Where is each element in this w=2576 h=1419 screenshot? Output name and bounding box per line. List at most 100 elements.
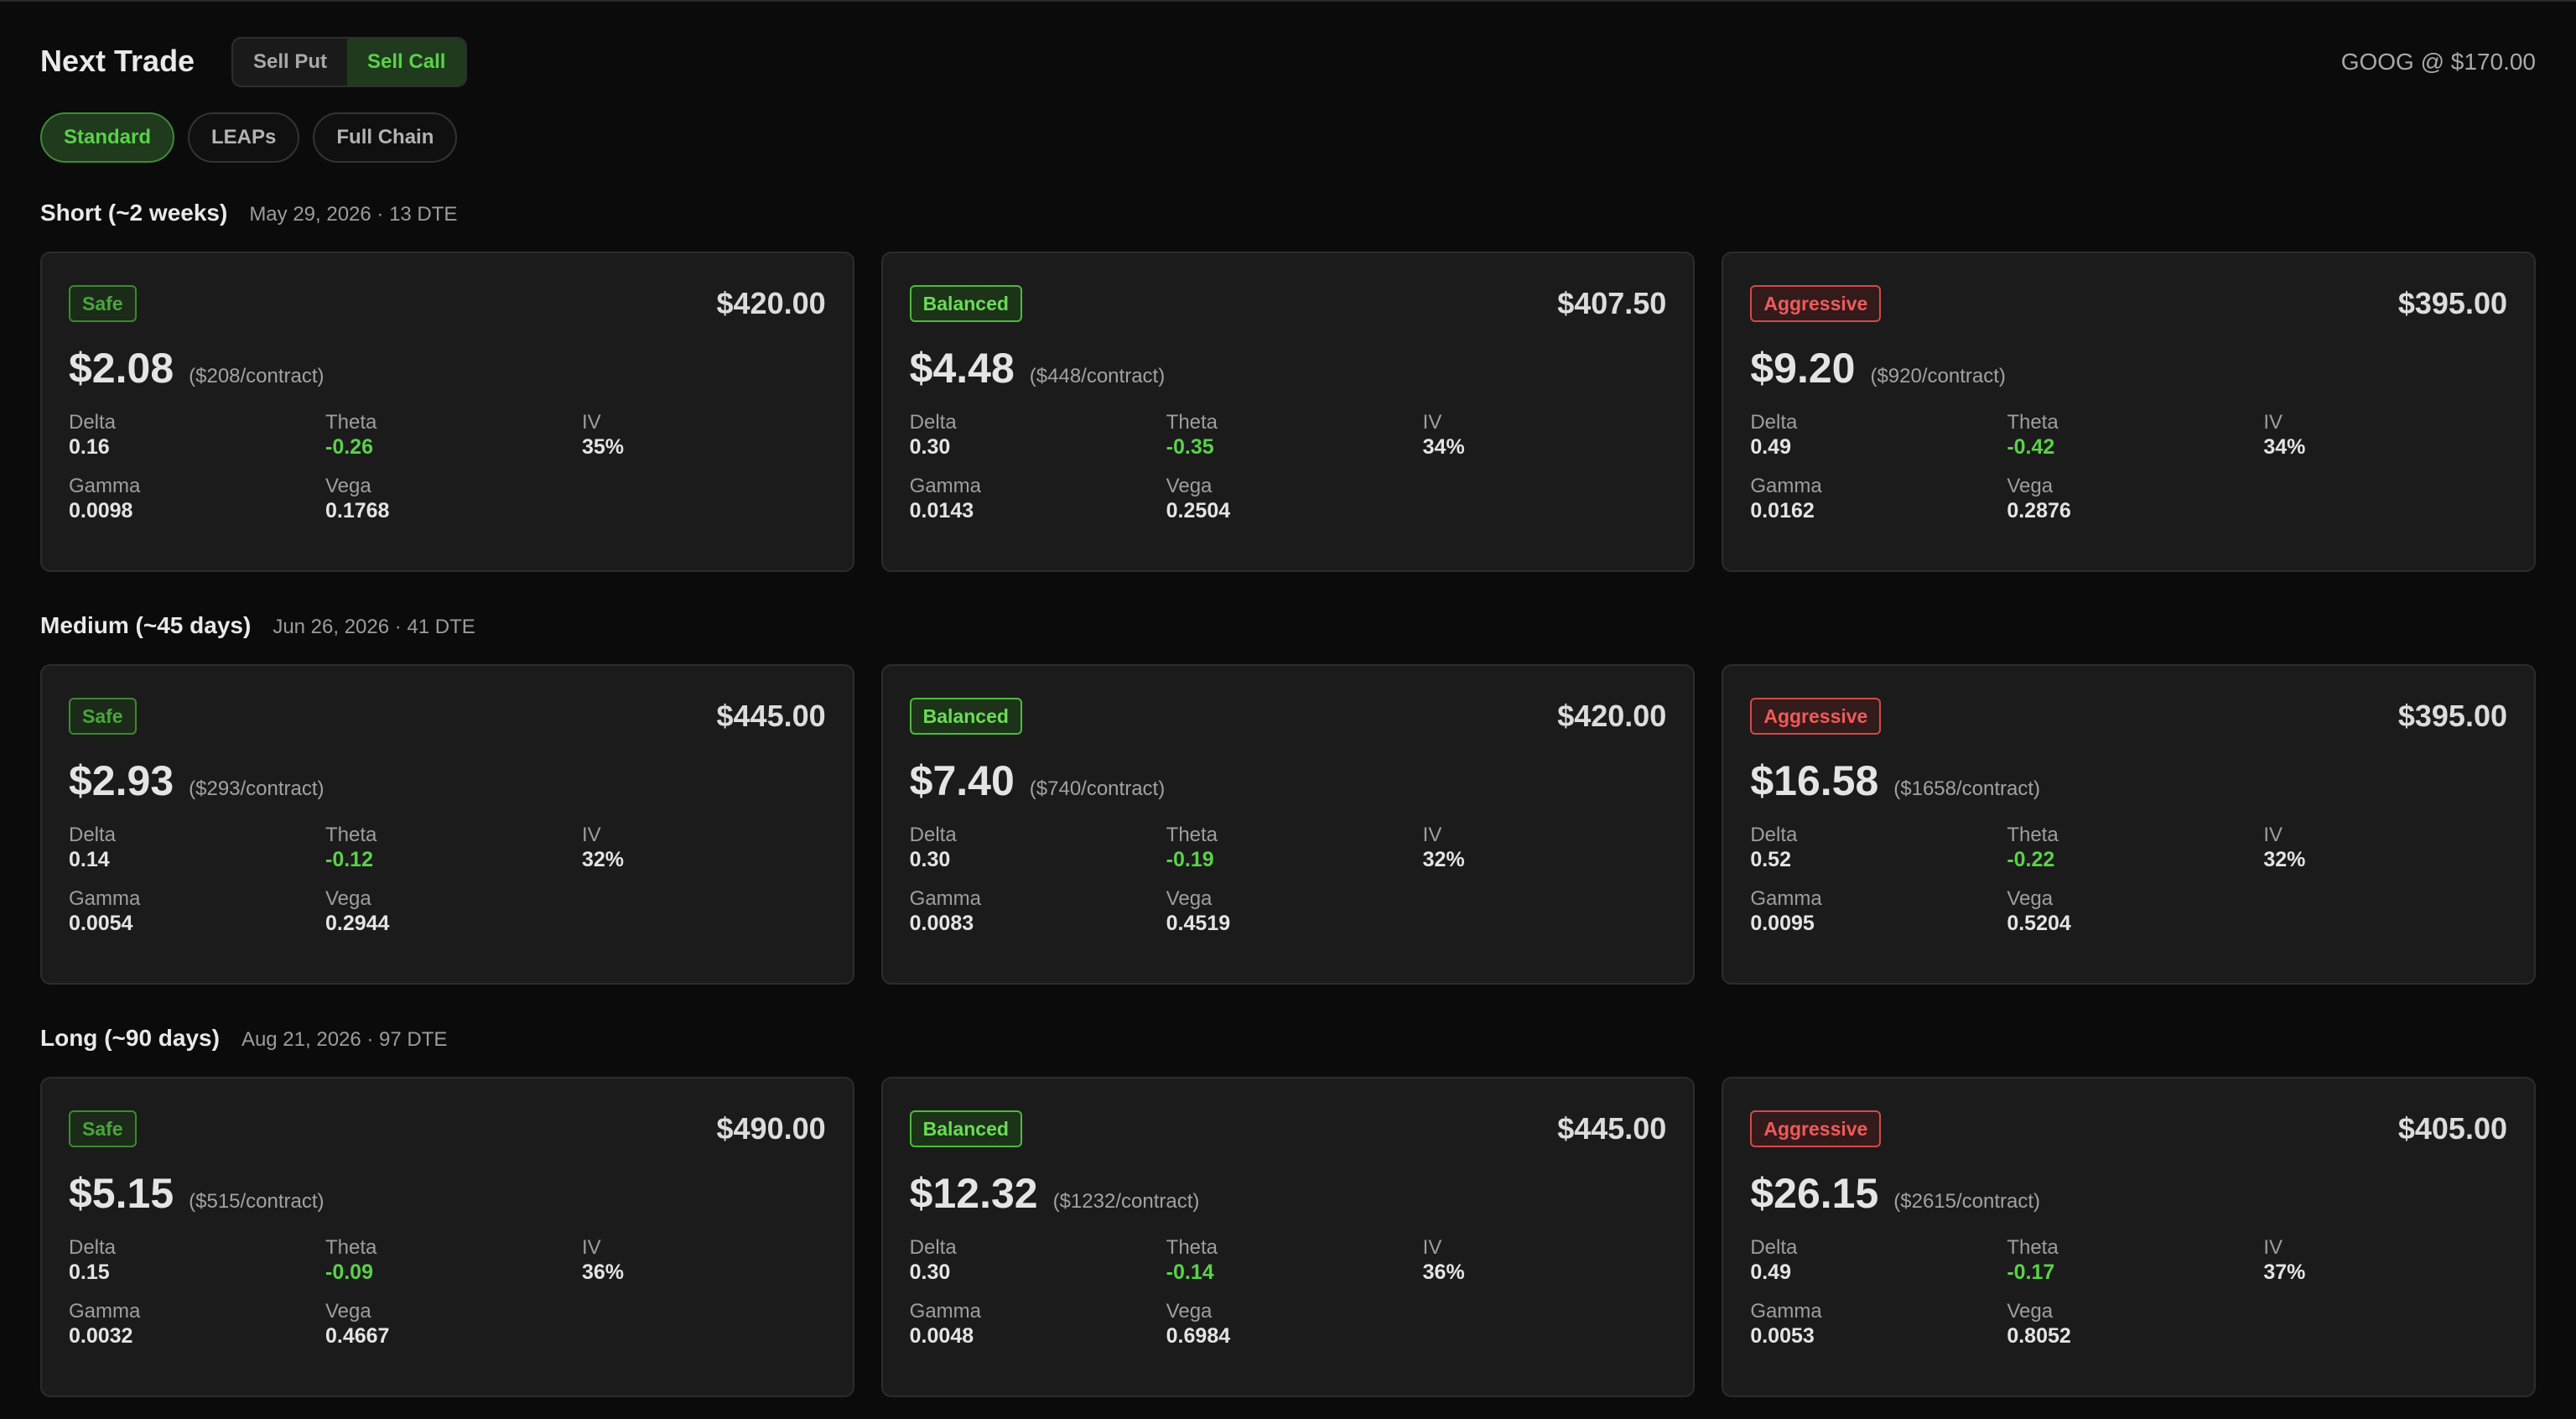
greek-value: 0.4667	[325, 1324, 390, 1348]
greek-label: IV	[1422, 411, 1442, 434]
option-card[interactable]: Balanced $420.00 $7.40 ($740/contract) D…	[880, 664, 1696, 985]
greek-label: Vega	[1166, 887, 1213, 910]
greek-vega: Vega 0.2876	[2007, 475, 2263, 523]
greek-value: 0.30	[909, 1260, 951, 1284]
strike-price: $407.50	[1557, 286, 1667, 320]
greek-label: IV	[582, 824, 601, 846]
greek-delta: Delta 0.49	[1750, 411, 2007, 460]
option-card[interactable]: Balanced $445.00 $12.32 ($1232/contract)…	[880, 1077, 1696, 1397]
greek-value: 0.2504	[1166, 499, 1231, 522]
greek-label: Theta	[325, 824, 377, 846]
section-expiry-date: May 29, 2026 · 13 DTE	[249, 203, 458, 226]
greek-delta: Delta 0.16	[69, 411, 325, 460]
sell-call-button[interactable]: Sell Call	[347, 39, 466, 86]
greek-value: -0.35	[1166, 435, 1214, 459]
section-title: Short (~2 weeks)	[40, 200, 228, 226]
greek-label: Vega	[2007, 1300, 2054, 1323]
expiry-section: Short (~2 weeks) May 29, 2026 · 13 DTE S…	[40, 200, 2536, 572]
greek-gamma: Gamma 0.0032	[69, 1300, 325, 1349]
greek-gamma: Gamma 0.0053	[1750, 1300, 2007, 1349]
greek-value: 0.8052	[2007, 1324, 2071, 1348]
greek-label: Theta	[2007, 1236, 2059, 1259]
greek-vega: Vega 0.5204	[2007, 887, 2263, 936]
greek-value: -0.17	[2007, 1260, 2055, 1284]
greek-gamma: Gamma 0.0162	[1750, 475, 2007, 523]
greek-label: Theta	[1166, 1236, 1218, 1259]
expiry-section: Medium (~45 days) Jun 26, 2026 · 41 DTE …	[40, 612, 2536, 985]
greeks-grid: Delta 0.52 Theta -0.22 IV 32% Gamma	[1750, 824, 2507, 936]
expiry-filter-group: Standard LEAPs Full Chain	[40, 112, 458, 163]
greeks-grid: Delta 0.49 Theta -0.42 IV 34% Gamma	[1750, 411, 2507, 523]
greek-label: IV	[582, 1236, 601, 1259]
greek-theta: Theta -0.19	[1166, 824, 1423, 872]
option-card[interactable]: Safe $420.00 $2.08 ($208/contract) Delta…	[40, 252, 854, 572]
strike-price: $445.00	[1557, 1111, 1667, 1146]
greeks-grid: Delta 0.49 Theta -0.17 IV 37% Gamma	[1750, 1236, 2507, 1349]
greek-gamma: Gamma 0.0098	[69, 475, 325, 523]
page-title: Next Trade	[40, 44, 195, 78]
filter-leaps[interactable]: LEAPs	[188, 112, 300, 163]
premium-value: $2.08	[69, 345, 174, 392]
greeks-grid: Delta 0.16 Theta -0.26 IV 35% Gamma	[69, 411, 826, 523]
greek-value: -0.42	[2007, 435, 2055, 459]
greek-label: Gamma	[909, 887, 982, 910]
greek-label: Delta	[909, 411, 957, 434]
filter-standard[interactable]: Standard	[40, 112, 175, 163]
greek-value: 0.30	[909, 848, 951, 871]
strike-price: $490.00	[716, 1111, 826, 1146]
greek-value: 0.0098	[69, 499, 133, 522]
option-card[interactable]: Aggressive $395.00 $16.58 ($1658/contrac…	[1722, 664, 2536, 985]
greek-label: Theta	[325, 411, 377, 434]
risk-badge: Aggressive	[1750, 698, 1882, 735]
greek-label: Gamma	[69, 887, 141, 910]
greek-value: 0.0032	[69, 1324, 133, 1348]
greeks-grid: Delta 0.30 Theta -0.35 IV 34% Gamma	[910, 411, 1667, 523]
greek-vega: Vega 0.8052	[2007, 1300, 2263, 1349]
option-card[interactable]: Safe $490.00 $5.15 ($515/contract) Delta…	[40, 1077, 854, 1397]
greek-iv: IV 36%	[1423, 1236, 1667, 1285]
greek-label: Gamma	[69, 1300, 141, 1323]
greek-label: Theta	[2007, 411, 2059, 434]
strategy-cards: Safe $490.00 $5.15 ($515/contract) Delta…	[40, 1077, 2536, 1397]
greek-value: 0.14	[69, 848, 110, 871]
greek-iv: IV 37%	[2263, 1236, 2507, 1285]
per-contract-value: ($1232/contract)	[1052, 1190, 1200, 1213]
greek-theta: Theta -0.12	[325, 824, 582, 872]
greek-label: Vega	[2007, 475, 2054, 497]
greek-value: -0.09	[325, 1260, 373, 1284]
greek-value: 0.0095	[1750, 912, 1815, 935]
greek-label: Theta	[2007, 824, 2059, 846]
greek-vega: Vega 0.2944	[325, 887, 582, 936]
greek-label: Delta	[1750, 1236, 1798, 1259]
greek-value: -0.14	[1166, 1260, 1214, 1284]
greek-label: Delta	[1750, 824, 1798, 846]
greek-value: 0.16	[69, 435, 110, 459]
per-contract-value: ($740/contract)	[1029, 777, 1166, 800]
risk-badge: Safe	[69, 1110, 137, 1147]
filter-full-chain[interactable]: Full Chain	[313, 112, 458, 163]
greek-value: 0.4519	[1166, 912, 1231, 935]
option-card[interactable]: Aggressive $395.00 $9.20 ($920/contract)…	[1722, 252, 2536, 572]
greek-label: Vega	[2007, 887, 2054, 910]
greek-value: 36%	[582, 1260, 625, 1284]
greek-value: 36%	[1422, 1260, 1465, 1284]
premium-value: $16.58	[1750, 757, 1879, 804]
sell-put-button[interactable]: Sell Put	[253, 50, 328, 73]
greeks-grid: Delta 0.30 Theta -0.14 IV 36% Gamma	[910, 1236, 1667, 1349]
greek-value: 34%	[1422, 435, 1465, 459]
greek-value: 37%	[2263, 1260, 2306, 1284]
premium-value: $9.20	[1750, 345, 1856, 392]
greek-label: Delta	[69, 1236, 117, 1259]
greek-value: -0.26	[325, 435, 373, 459]
greek-label: Theta	[1166, 411, 1218, 434]
option-card[interactable]: Aggressive $405.00 $26.15 ($2615/contrac…	[1722, 1077, 2536, 1397]
option-card[interactable]: Balanced $407.50 $4.48 ($448/contract) D…	[880, 252, 1696, 572]
greek-delta: Delta 0.30	[910, 824, 1166, 872]
per-contract-value: ($208/contract)	[189, 365, 325, 387]
greek-label: Gamma	[909, 1300, 982, 1323]
option-card[interactable]: Safe $445.00 $2.93 ($293/contract) Delta…	[40, 664, 854, 985]
greek-iv: IV 32%	[2263, 824, 2507, 872]
greek-iv: IV 36%	[582, 1236, 826, 1285]
greek-theta: Theta -0.09	[325, 1236, 582, 1285]
per-contract-value: ($293/contract)	[189, 777, 325, 800]
